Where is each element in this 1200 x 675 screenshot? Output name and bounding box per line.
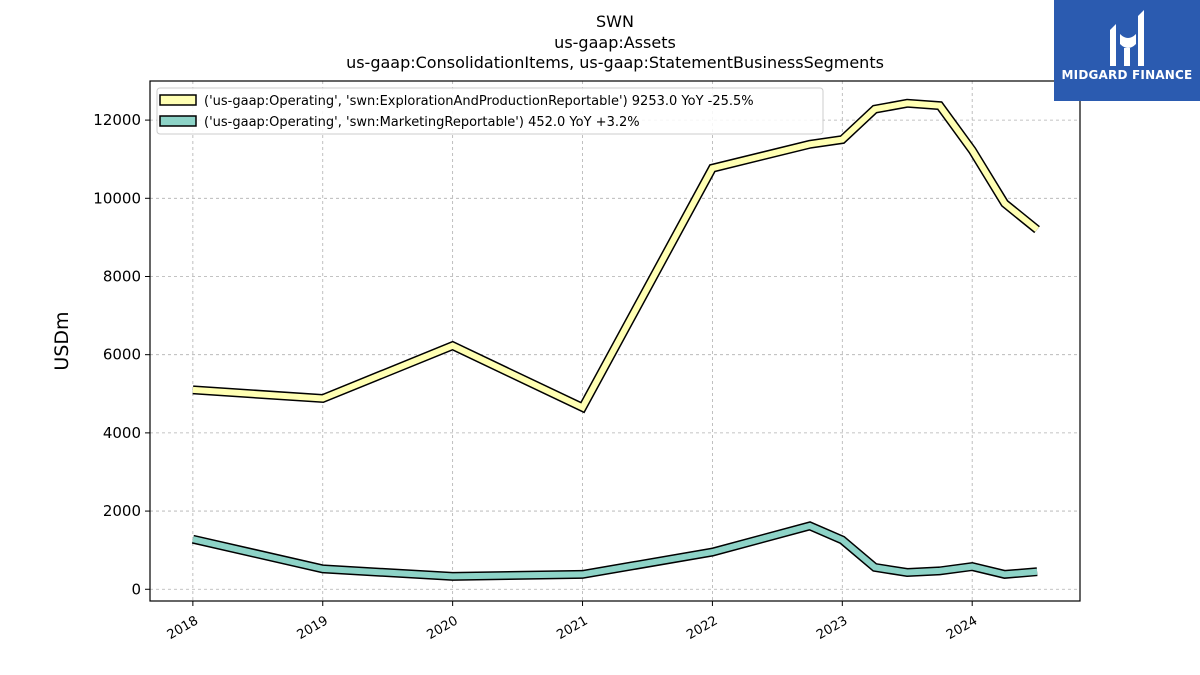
legend-swatch-0 <box>159 94 197 106</box>
x-axis: 2018 2019 2020 2021 2022 2023 2024 <box>165 601 980 643</box>
x-tick-label-4: 2022 <box>684 613 720 643</box>
y-tick-label-0: 0 <box>131 580 141 598</box>
y-tick-label-1: 2000 <box>103 502 141 520</box>
x-tick-label-2: 2020 <box>424 613 460 643</box>
legend-label-1: ('us-gaap:Operating', 'swn:MarketingRepo… <box>204 115 640 130</box>
series-lines <box>191 98 1040 581</box>
y-axis: 0 2000 4000 6000 8000 10000 12000 <box>93 111 150 598</box>
y-tick-label-5: 10000 <box>93 189 141 207</box>
series-line-0 <box>192 100 1039 412</box>
x-tick-label-0: 2018 <box>165 613 201 643</box>
plot-frame <box>149 80 1081 602</box>
series-line-1 <box>192 522 1038 580</box>
legend-swatch-1 <box>159 115 197 127</box>
legend-label-0: ('us-gaap:Operating', 'swn:ExplorationAn… <box>204 94 754 109</box>
y-axis-label: USDm <box>51 311 73 370</box>
chart-title-line-2: us-gaap:Assets <box>554 33 676 52</box>
legend: ('us-gaap:Operating', 'swn:ExplorationAn… <box>156 87 824 135</box>
midgard-logo-icon <box>1110 10 1144 66</box>
x-tick-label-1: 2019 <box>295 613 331 643</box>
x-tick-label-5: 2023 <box>814 613 850 643</box>
chart-title: SWN us-gaap:Assets us-gaap:Consolidation… <box>346 12 884 72</box>
x-tick-label-6: 2024 <box>944 613 980 643</box>
chart-title-line-1: SWN <box>596 12 634 31</box>
y-tick-label-4: 8000 <box>103 267 141 285</box>
logo-text: MIDGARD FINANCE <box>1061 68 1193 82</box>
brand-logo: MIDGARD FINANCE <box>1054 0 1200 101</box>
chart-title-line-3: us-gaap:ConsolidationItems, us-gaap:Stat… <box>346 53 884 72</box>
legend-box <box>156 87 824 135</box>
series-outline-0 <box>192 98 1040 414</box>
y-tick-label-6: 12000 <box>93 111 141 129</box>
y-tick-label-3: 6000 <box>103 346 141 364</box>
x-tick-label-3: 2021 <box>554 613 590 643</box>
y-tick-label-2: 4000 <box>103 424 141 442</box>
